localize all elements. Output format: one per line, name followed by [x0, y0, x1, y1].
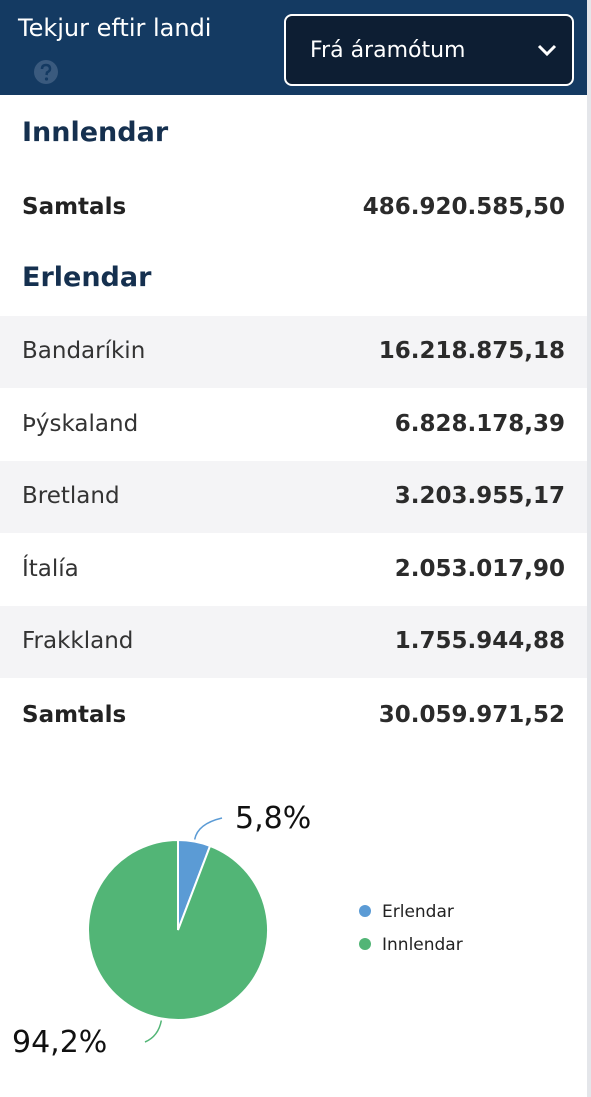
row-label: Frakkland [22, 628, 134, 654]
period-dropdown[interactable]: Frá áramótum [284, 14, 574, 86]
row-value: 16.218.875,18 [378, 338, 565, 364]
chevron [537, 44, 557, 57]
row-value: 1.755.944,88 [394, 628, 565, 654]
legend-label: Erlendar [382, 902, 454, 922]
row-value: 2.053.017,90 [394, 555, 565, 582]
row-label: Samtals [22, 194, 127, 220]
pie-chart: 5,8% Erlendar 94,2% Innlendar [12, 801, 463, 1060]
row-label: Bretland [22, 483, 120, 509]
pie-slice [87, 838, 269, 1021]
total-row: Samtals 30.059.971,52 [0, 680, 587, 752]
legend-marker [359, 938, 371, 950]
row-label: Ítalía [22, 555, 79, 582]
header: Tekjur eftir landi Frá áramótum [0, 0, 587, 95]
help-icon[interactable] [33, 59, 59, 85]
row-value: 486.920.585,50 [362, 194, 565, 220]
data-label: 94,2% [12, 1025, 107, 1060]
section-heading: Erlendar [22, 262, 152, 293]
leader-line [144, 1020, 163, 1043]
row-value: 30.059.971,52 [378, 702, 565, 728]
row-value: 6.828.178,39 [394, 410, 565, 437]
row-label: Þýskaland [22, 410, 139, 437]
row-label: Bandaríkin [22, 338, 146, 364]
total-row: Samtals 486.920.585,50 [0, 172, 587, 244]
dropdown-label: Frá áramótum [310, 38, 466, 63]
row-value: 3.203.955,17 [394, 483, 565, 509]
country-row: Bretland 3.203.955,17 [0, 461, 587, 533]
country-row: Frakkland 1.755.944,88 [0, 606, 587, 678]
country-row: Þýskaland 6.828.178,39 [0, 389, 587, 461]
section-heading: Innlendar [22, 117, 169, 148]
data-label: 5,8% [235, 801, 311, 836]
header-title: Tekjur eftir landi [18, 14, 212, 42]
legend-marker [359, 905, 371, 917]
country-row: Ítalía 2.053.017,90 [0, 534, 587, 606]
leader-line [193, 817, 223, 840]
country-row: Bandaríkin 16.218.875,18 [0, 316, 587, 388]
legend-label: Innlendar [382, 935, 463, 955]
row-label: Samtals [22, 702, 127, 728]
